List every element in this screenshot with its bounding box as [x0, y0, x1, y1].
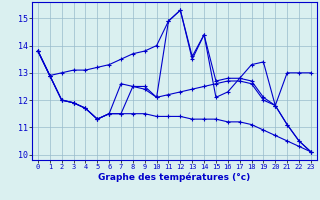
X-axis label: Graphe des températures (°c): Graphe des températures (°c): [98, 173, 251, 182]
